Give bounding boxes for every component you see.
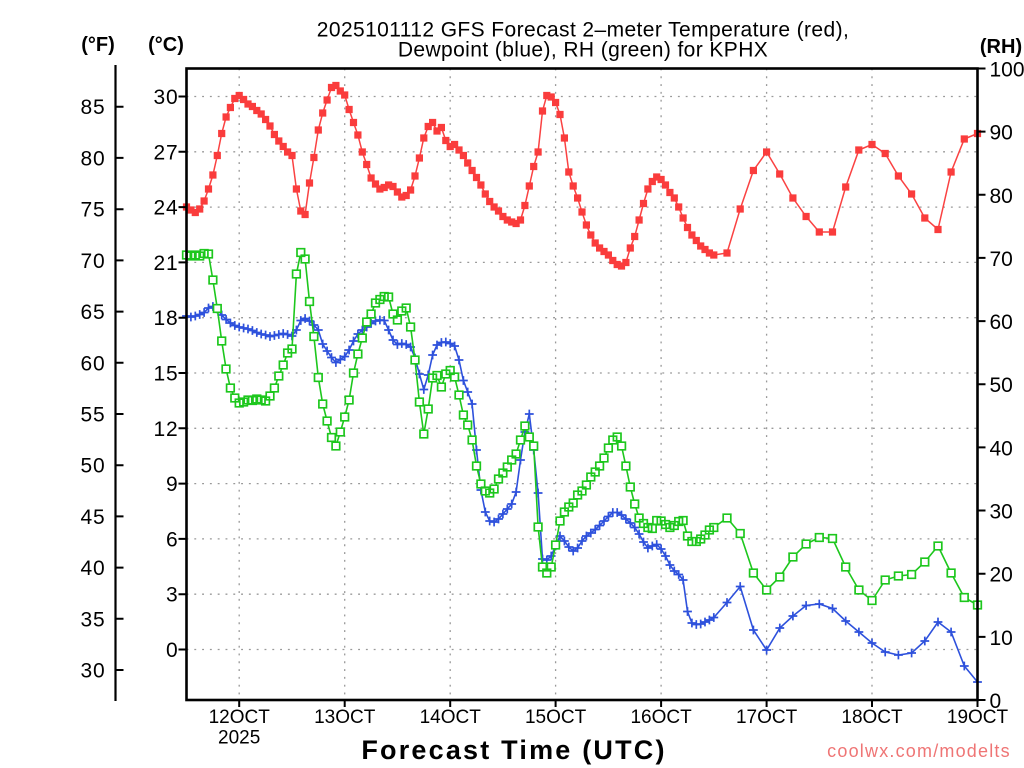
svg-text:16OCT: 16OCT bbox=[630, 707, 692, 728]
svg-text:60: 60 bbox=[990, 311, 1013, 334]
svg-text:15OCT: 15OCT bbox=[525, 707, 587, 728]
svg-text:40: 40 bbox=[81, 557, 106, 580]
svg-text:24: 24 bbox=[154, 197, 179, 220]
svg-text:12OCT: 12OCT bbox=[209, 707, 271, 728]
svg-text:19OCT: 19OCT bbox=[947, 707, 1009, 728]
svg-text:18: 18 bbox=[154, 307, 179, 330]
svg-text:30: 30 bbox=[81, 660, 106, 683]
svg-text:45: 45 bbox=[81, 506, 106, 529]
svg-text:30: 30 bbox=[990, 501, 1013, 524]
svg-text:2025101112 GFS Forecast 2–mete: 2025101112 GFS Forecast 2–meter Temperat… bbox=[317, 19, 849, 42]
svg-text:15: 15 bbox=[154, 363, 179, 386]
svg-text:35: 35 bbox=[81, 608, 106, 631]
svg-text:70: 70 bbox=[990, 248, 1013, 271]
svg-text:65: 65 bbox=[81, 301, 106, 324]
svg-text:3: 3 bbox=[166, 584, 178, 607]
svg-text:18OCT: 18OCT bbox=[841, 707, 903, 728]
svg-text:50: 50 bbox=[990, 374, 1013, 397]
svg-text:Dewpoint (blue), RH (green) fo: Dewpoint (blue), RH (green) for KPHX bbox=[398, 39, 768, 62]
svg-text:(°F): (°F) bbox=[81, 34, 115, 56]
svg-text:coolwx.com/modelts: coolwx.com/modelts bbox=[827, 741, 1011, 761]
svg-text:10: 10 bbox=[990, 627, 1013, 650]
svg-text:6: 6 bbox=[166, 528, 178, 551]
svg-text:30: 30 bbox=[154, 86, 179, 109]
svg-text:70: 70 bbox=[81, 250, 106, 273]
svg-text:21: 21 bbox=[154, 252, 179, 275]
svg-text:(°C): (°C) bbox=[148, 34, 184, 56]
svg-text:90: 90 bbox=[990, 122, 1013, 145]
svg-text:14OCT: 14OCT bbox=[420, 707, 482, 728]
svg-text:20: 20 bbox=[990, 564, 1013, 587]
svg-text:0: 0 bbox=[990, 690, 1002, 713]
svg-text:2025: 2025 bbox=[218, 728, 260, 749]
svg-text:13OCT: 13OCT bbox=[314, 707, 376, 728]
svg-text:55: 55 bbox=[81, 404, 106, 427]
svg-text:60: 60 bbox=[81, 352, 106, 375]
svg-text:12: 12 bbox=[154, 418, 179, 441]
svg-text:75: 75 bbox=[81, 199, 106, 222]
svg-text:40: 40 bbox=[990, 437, 1013, 460]
svg-text:9: 9 bbox=[166, 473, 178, 496]
svg-text:100: 100 bbox=[990, 59, 1024, 82]
svg-text:Forecast Time (UTC): Forecast Time (UTC) bbox=[361, 735, 666, 765]
svg-text:27: 27 bbox=[154, 141, 179, 164]
svg-text:80: 80 bbox=[990, 185, 1013, 208]
svg-text:50: 50 bbox=[81, 455, 106, 478]
svg-text:85: 85 bbox=[81, 96, 106, 119]
svg-text:80: 80 bbox=[81, 147, 106, 170]
svg-text:0: 0 bbox=[166, 639, 178, 662]
svg-text:17OCT: 17OCT bbox=[736, 707, 798, 728]
svg-text:(RH): (RH) bbox=[980, 36, 1022, 58]
